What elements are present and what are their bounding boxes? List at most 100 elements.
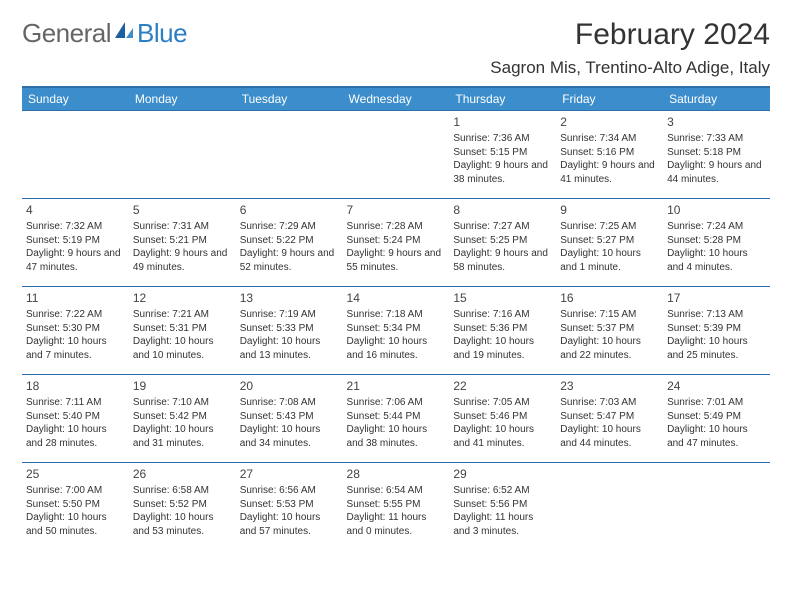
day-number: 1 bbox=[453, 114, 552, 130]
daylight-text: Daylight: 11 hours and 3 minutes. bbox=[453, 511, 552, 538]
calendar-cell: 15Sunrise: 7:16 AMSunset: 5:36 PMDayligh… bbox=[449, 287, 556, 375]
daylight-text: Daylight: 10 hours and 53 minutes. bbox=[133, 511, 232, 538]
sunset-text: Sunset: 5:36 PM bbox=[453, 322, 552, 336]
calendar-row: 25Sunrise: 7:00 AMSunset: 5:50 PMDayligh… bbox=[22, 463, 770, 551]
daylight-text: Daylight: 10 hours and 16 minutes. bbox=[347, 335, 446, 362]
daylight-text: Daylight: 10 hours and 25 minutes. bbox=[667, 335, 766, 362]
sunrise-text: Sunrise: 6:52 AM bbox=[453, 484, 552, 498]
sunset-text: Sunset: 5:21 PM bbox=[133, 234, 232, 248]
daylight-text: Daylight: 10 hours and 38 minutes. bbox=[347, 423, 446, 450]
day-number: 15 bbox=[453, 290, 552, 306]
sunrise-text: Sunrise: 7:36 AM bbox=[453, 132, 552, 146]
daylight-text: Daylight: 10 hours and 57 minutes. bbox=[240, 511, 339, 538]
day-number: 9 bbox=[560, 202, 659, 218]
day-number: 6 bbox=[240, 202, 339, 218]
calendar-cell: 1 Sunrise: 7:36 AMSunset: 5:15 PMDaylight… bbox=[449, 111, 556, 199]
calendar-cell: 9Sunrise: 7:25 AMSunset: 5:27 PMDaylight… bbox=[556, 199, 663, 287]
sunrise-text: Sunrise: 7:33 AM bbox=[667, 132, 766, 146]
day-number: 3 bbox=[667, 114, 766, 130]
sunrise-text: Sunrise: 7:18 AM bbox=[347, 308, 446, 322]
sunset-text: Sunset: 5:46 PM bbox=[453, 410, 552, 424]
daylight-text: Daylight: 10 hours and 34 minutes. bbox=[240, 423, 339, 450]
sunrise-text: Sunrise: 7:15 AM bbox=[560, 308, 659, 322]
daylight-text: Daylight: 9 hours and 58 minutes. bbox=[453, 247, 552, 274]
calendar-cell: 4Sunrise: 7:32 AMSunset: 5:19 PMDaylight… bbox=[22, 199, 129, 287]
calendar-cell: 22Sunrise: 7:05 AMSunset: 5:46 PMDayligh… bbox=[449, 375, 556, 463]
sunrise-text: Sunrise: 7:27 AM bbox=[453, 220, 552, 234]
daylight-text: Daylight: 10 hours and 1 minute. bbox=[560, 247, 659, 274]
day-number: 18 bbox=[26, 378, 125, 394]
calendar-row: 11Sunrise: 7:22 AMSunset: 5:30 PMDayligh… bbox=[22, 287, 770, 375]
sunrise-text: Sunrise: 7:21 AM bbox=[133, 308, 232, 322]
day-number: 7 bbox=[347, 202, 446, 218]
sunset-text: Sunset: 5:40 PM bbox=[26, 410, 125, 424]
sunset-text: Sunset: 5:49 PM bbox=[667, 410, 766, 424]
sunrise-text: Sunrise: 7:01 AM bbox=[667, 396, 766, 410]
calendar-cell: 3Sunrise: 7:33 AMSunset: 5:18 PMDaylight… bbox=[663, 111, 770, 199]
daylight-text: Daylight: 10 hours and 41 minutes. bbox=[453, 423, 552, 450]
calendar-cell-empty bbox=[129, 111, 236, 199]
daylight-text: Daylight: 10 hours and 13 minutes. bbox=[240, 335, 339, 362]
daylight-text: Daylight: 9 hours and 41 minutes. bbox=[560, 159, 659, 186]
sunset-text: Sunset: 5:47 PM bbox=[560, 410, 659, 424]
calendar-cell: 20Sunrise: 7:08 AMSunset: 5:43 PMDayligh… bbox=[236, 375, 343, 463]
sunrise-text: Sunrise: 7:00 AM bbox=[26, 484, 125, 498]
day-number: 20 bbox=[240, 378, 339, 394]
day-number: 19 bbox=[133, 378, 232, 394]
logo: General Blue bbox=[22, 18, 187, 49]
sunset-text: Sunset: 5:50 PM bbox=[26, 498, 125, 512]
weekday-header-row: SundayMondayTuesdayWednesdayThursdayFrid… bbox=[22, 87, 770, 111]
weekday-header: Tuesday bbox=[236, 87, 343, 111]
daylight-text: Daylight: 9 hours and 38 minutes. bbox=[453, 159, 552, 186]
calendar-cell: 6Sunrise: 7:29 AMSunset: 5:22 PMDaylight… bbox=[236, 199, 343, 287]
calendar-cell-empty bbox=[663, 463, 770, 551]
day-number: 12 bbox=[133, 290, 232, 306]
daylight-text: Daylight: 9 hours and 52 minutes. bbox=[240, 247, 339, 274]
calendar-cell: 12Sunrise: 7:21 AMSunset: 5:31 PMDayligh… bbox=[129, 287, 236, 375]
daylight-text: Daylight: 9 hours and 55 minutes. bbox=[347, 247, 446, 274]
sunset-text: Sunset: 5:19 PM bbox=[26, 234, 125, 248]
weekday-header: Monday bbox=[129, 87, 236, 111]
sunset-text: Sunset: 5:44 PM bbox=[347, 410, 446, 424]
calendar-row: 1Sunrise: 7:36 AMSunset: 5:15 PMDaylight… bbox=[22, 111, 770, 199]
sunrise-text: Sunrise: 7:25 AM bbox=[560, 220, 659, 234]
sunset-text: Sunset: 5:56 PM bbox=[453, 498, 552, 512]
sunset-text: Sunset: 5:31 PM bbox=[133, 322, 232, 336]
day-number: 8 bbox=[453, 202, 552, 218]
day-number: 11 bbox=[26, 290, 125, 306]
calendar-cell: 16Sunrise: 7:15 AMSunset: 5:37 PMDayligh… bbox=[556, 287, 663, 375]
day-number: 22 bbox=[453, 378, 552, 394]
day-number: 5 bbox=[133, 202, 232, 218]
calendar-cell: 11Sunrise: 7:22 AMSunset: 5:30 PMDayligh… bbox=[22, 287, 129, 375]
weekday-header: Friday bbox=[556, 87, 663, 111]
calendar-cell: 28Sunrise: 6:54 AMSunset: 5:55 PMDayligh… bbox=[343, 463, 450, 551]
calendar-cell: 23Sunrise: 7:03 AMSunset: 5:47 PMDayligh… bbox=[556, 375, 663, 463]
sunset-text: Sunset: 5:52 PM bbox=[133, 498, 232, 512]
calendar-body: 1Sunrise: 7:36 AMSunset: 5:15 PMDaylight… bbox=[22, 111, 770, 551]
sunset-text: Sunset: 5:15 PM bbox=[453, 146, 552, 160]
day-number: 4 bbox=[26, 202, 125, 218]
day-number: 10 bbox=[667, 202, 766, 218]
daylight-text: Daylight: 10 hours and 28 minutes. bbox=[26, 423, 125, 450]
daylight-text: Daylight: 9 hours and 44 minutes. bbox=[667, 159, 766, 186]
calendar-cell-empty bbox=[236, 111, 343, 199]
day-number: 29 bbox=[453, 466, 552, 482]
sunrise-text: Sunrise: 7:13 AM bbox=[667, 308, 766, 322]
daylight-text: Daylight: 11 hours and 0 minutes. bbox=[347, 511, 446, 538]
logo-sail-icon bbox=[113, 18, 135, 49]
sunrise-text: Sunrise: 7:31 AM bbox=[133, 220, 232, 234]
sunrise-text: Sunrise: 7:34 AM bbox=[560, 132, 659, 146]
sunset-text: Sunset: 5:37 PM bbox=[560, 322, 659, 336]
sunset-text: Sunset: 5:34 PM bbox=[347, 322, 446, 336]
weekday-header: Thursday bbox=[449, 87, 556, 111]
calendar-cell: 27Sunrise: 6:56 AMSunset: 5:53 PMDayligh… bbox=[236, 463, 343, 551]
calendar-cell: 10Sunrise: 7:24 AMSunset: 5:28 PMDayligh… bbox=[663, 199, 770, 287]
day-number: 21 bbox=[347, 378, 446, 394]
sunset-text: Sunset: 5:22 PM bbox=[240, 234, 339, 248]
sunrise-text: Sunrise: 7:08 AM bbox=[240, 396, 339, 410]
weekday-header: Saturday bbox=[663, 87, 770, 111]
calendar-table: SundayMondayTuesdayWednesdayThursdayFrid… bbox=[22, 86, 770, 551]
sunset-text: Sunset: 5:42 PM bbox=[133, 410, 232, 424]
daylight-text: Daylight: 10 hours and 19 minutes. bbox=[453, 335, 552, 362]
day-number: 24 bbox=[667, 378, 766, 394]
